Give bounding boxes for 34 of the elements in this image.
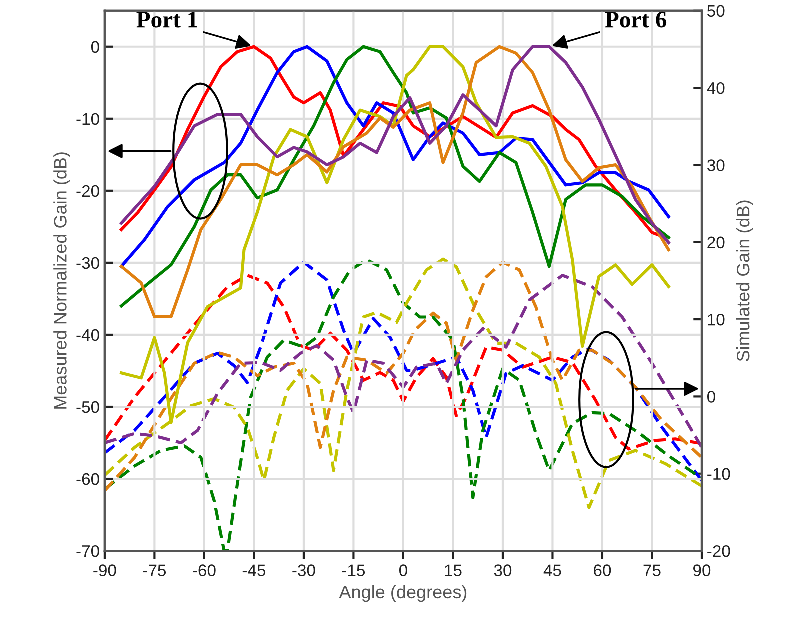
x-tick-label: -60 <box>193 564 216 576</box>
x-tick-label: 45 <box>544 564 562 576</box>
y-tick-label: -40 <box>76 329 100 342</box>
y2-tick-label: -10 <box>708 468 730 480</box>
annotation: Port 1 <box>136 12 198 28</box>
y2-tick-label: 0 <box>707 391 716 403</box>
x-tick-label: 30 <box>494 564 512 576</box>
x-tick-label: 75 <box>644 564 661 576</box>
x-tick-label: 15 <box>445 564 462 576</box>
y2-tick-label: 30 <box>707 160 725 172</box>
y2-tick-label: -20 <box>708 545 730 558</box>
y-tick-label: -30 <box>76 257 100 270</box>
y-tick-label: -10 <box>76 113 100 126</box>
y-tick-label: 0 <box>91 41 100 54</box>
y-axis-title: Measured Normalized Gain (dB) <box>54 152 70 409</box>
x-tick-label: -15 <box>342 564 366 576</box>
x-axis-title: Angle (degrees) <box>339 585 467 602</box>
x-tick-label: 90 <box>694 564 711 576</box>
y2-axis-title: Simulated Gain (dB) <box>736 200 754 362</box>
x-tick-label: -45 <box>242 564 266 576</box>
y-tick-label: -60 <box>76 473 100 486</box>
y2-tick-label: 50 <box>708 5 725 18</box>
x-tick-label: -75 <box>143 564 166 576</box>
y-tick-label: -50 <box>76 401 100 414</box>
y2-tick-label: 20 <box>708 236 725 249</box>
y-tick-label: -70 <box>76 545 100 558</box>
x-tick-label: 0 <box>399 564 408 576</box>
y2-tick-label: 10 <box>708 314 725 326</box>
x-tick-label: 60 <box>594 564 612 576</box>
annotation: Port 6 <box>605 12 667 28</box>
y-tick-label: -20 <box>76 185 100 198</box>
y2-tick-label: 40 <box>707 82 725 94</box>
x-tick-label: -30 <box>292 564 316 576</box>
x-tick-label: -90 <box>94 564 116 576</box>
